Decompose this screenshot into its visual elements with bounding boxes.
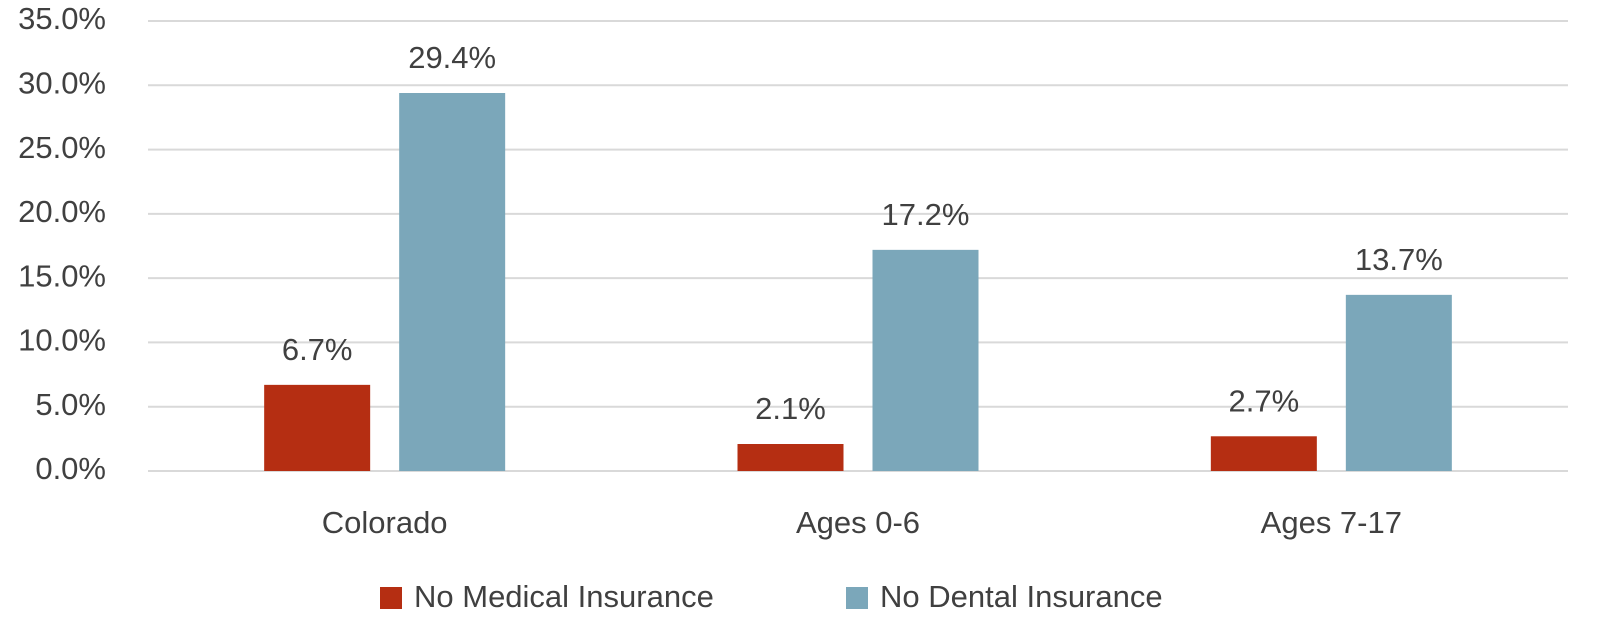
legend-swatch	[846, 587, 868, 609]
y-tick-label: 15.0%	[18, 258, 106, 293]
y-tick-label: 25.0%	[18, 130, 106, 165]
y-tick-label: 10.0%	[18, 323, 106, 358]
x-tick-label: Ages 7-17	[1261, 505, 1402, 540]
y-tick-label: 20.0%	[18, 194, 106, 229]
value-label: 2.1%	[755, 391, 826, 426]
y-tick-label: 0.0%	[35, 451, 106, 486]
legend-swatch	[380, 587, 402, 609]
x-tick-label: Ages 0-6	[796, 505, 920, 540]
bar	[264, 384, 371, 471]
bar	[872, 249, 979, 471]
y-tick-label: 5.0%	[35, 387, 106, 422]
value-label: 13.7%	[1355, 242, 1443, 277]
bar	[1210, 436, 1317, 471]
y-tick-label: 35.0%	[18, 1, 106, 36]
bar	[1345, 294, 1452, 471]
value-label: 17.2%	[882, 197, 970, 232]
legend-label: No Dental Insurance	[880, 579, 1163, 614]
y-tick-label: 30.0%	[18, 65, 106, 100]
value-label: 2.7%	[1228, 383, 1299, 418]
bar	[737, 444, 844, 471]
bar	[399, 93, 506, 471]
value-label: 29.4%	[408, 40, 496, 75]
x-tick-label: Colorado	[322, 505, 448, 540]
value-label: 6.7%	[282, 332, 353, 367]
legend-label: No Medical Insurance	[414, 579, 714, 614]
